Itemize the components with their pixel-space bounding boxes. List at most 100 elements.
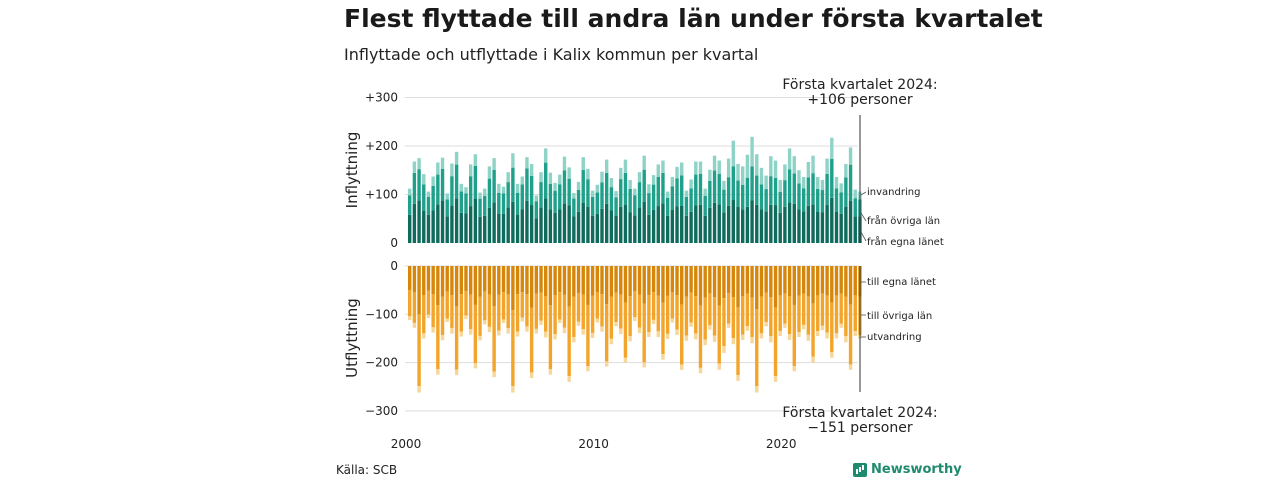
outflow-bar-other-counties — [426, 290, 431, 315]
outflow-bar-other-counties — [750, 297, 754, 338]
outflow-bar-emigration — [511, 386, 515, 393]
inflow-bar-other-counties — [769, 176, 773, 205]
inflow-bar-immigration — [792, 156, 796, 174]
inflow-bar-immigration — [567, 167, 571, 179]
inflow-bar-immigration — [703, 188, 707, 196]
outflow-bar-other-counties — [440, 296, 445, 336]
inflow-bar-own-county — [553, 212, 557, 243]
outflow-bar-emigration — [459, 331, 463, 337]
outflow-bar-own-county — [675, 266, 679, 296]
outflow-bar-emigration — [604, 361, 609, 367]
outflow-bar-emigration — [839, 323, 843, 328]
inflow-bar-immigration — [731, 140, 736, 167]
outflow-bar-other-counties — [595, 291, 599, 319]
outflow-bar-other-counties — [689, 292, 693, 323]
inflow-bar-other-counties — [708, 180, 712, 208]
outflow-bar-emigration — [792, 366, 796, 372]
outflow-bar-own-county — [797, 266, 801, 296]
outflow-bar-emigration — [417, 386, 421, 393]
outflow-bar-own-county — [722, 266, 726, 299]
outflow-bar-emigration — [581, 329, 585, 335]
outflow-bar-emigration — [562, 327, 567, 334]
outflow-bar-emigration — [614, 322, 618, 327]
inflow-bar-immigration — [787, 148, 792, 170]
inflow-bar-immigration — [614, 191, 618, 198]
inflow-bar-own-county — [590, 215, 595, 243]
outflow-bar-emigration — [534, 328, 539, 334]
inflow-bar-immigration — [844, 163, 848, 178]
outflow-bar-other-counties — [675, 295, 679, 330]
outflow-bar-emigration — [520, 317, 524, 322]
outflow-bar-own-county — [572, 266, 576, 297]
inflow-bar-immigration — [717, 160, 721, 174]
outflow-bar-own-county — [426, 266, 431, 291]
inflow-bar-own-county — [511, 201, 515, 243]
inflow-bar-immigration — [830, 137, 834, 159]
inflow-bar-immigration — [637, 172, 642, 183]
outflow-bar-emigration — [572, 336, 576, 343]
outflow-bar-own-county — [600, 266, 604, 295]
inflow-bar-other-counties — [572, 198, 576, 217]
outflow-bar-other-counties — [548, 305, 553, 370]
outflow-bar-own-county — [604, 266, 609, 305]
inflow-bar-immigration — [689, 179, 693, 189]
outflow-bar-emigration — [492, 371, 496, 378]
inflow-bar-own-county — [708, 207, 712, 243]
outflow-bar-emigration — [539, 320, 543, 325]
inflow-bar-own-county — [454, 198, 459, 243]
outflow-bar-own-county — [637, 266, 642, 295]
outflow-bar-own-county — [750, 266, 754, 298]
outflow-bar-other-counties — [492, 305, 496, 372]
inflow-bar-other-counties — [520, 184, 524, 210]
inflow-bar-other-counties — [848, 164, 853, 201]
inflow-bar-other-counties — [529, 175, 534, 206]
inflow-bar-own-county — [633, 215, 637, 243]
outflow-bar-own-county — [539, 266, 543, 293]
outflow-bar-other-counties — [633, 291, 637, 318]
outflow-bar-own-county — [581, 266, 585, 295]
inflow-bar-other-counties — [792, 173, 796, 204]
inflow-bar-own-county — [515, 214, 520, 243]
inflow-bar-immigration — [806, 162, 811, 178]
outflow-bar-other-counties — [576, 292, 581, 322]
outflow-bar-own-county — [590, 266, 595, 296]
outflow-bar-emigration — [731, 337, 736, 345]
outflow-bar-other-counties — [436, 305, 440, 370]
outflow-bar-other-counties — [497, 294, 501, 331]
label-fran-egna-lanet: från egna länet — [867, 235, 944, 248]
inflow-bar-immigration — [440, 157, 445, 169]
outflow-bar-own-county — [698, 266, 703, 306]
inflow-bar-immigration — [586, 168, 590, 180]
inflow-bar-immigration — [506, 172, 510, 183]
outflow-bar-own-county — [525, 266, 529, 295]
inflow-annotation-line1: Första kvartalet 2024: — [782, 77, 937, 93]
inflow-bar-immigration — [408, 188, 412, 196]
inflow-bar-own-county — [506, 207, 510, 243]
outflow-bar-own-county — [764, 266, 768, 293]
inflow-bar-other-counties — [726, 177, 731, 206]
inflow-bar-own-county — [675, 206, 679, 243]
outflow-bar-other-counties — [680, 304, 684, 365]
outflow-bar-own-county — [436, 266, 440, 306]
outflow-bar-other-counties — [581, 294, 585, 330]
inflow-bar-own-county — [811, 204, 815, 243]
inflow-bar-own-county — [440, 200, 445, 243]
outflow-bar-emigration — [651, 319, 656, 324]
outflow-bar-emigration — [623, 357, 628, 363]
inflow-bar-immigration — [619, 167, 623, 180]
inflow-bar-own-county — [844, 206, 848, 243]
outflow-bar-own-county — [619, 266, 623, 295]
inflow-bar-immigration — [595, 184, 599, 193]
outflow-bar-emigration — [764, 322, 768, 327]
outflow-bar-other-counties — [778, 295, 782, 332]
inflow-bar-own-county — [750, 200, 754, 243]
inflow-bar-other-counties — [661, 172, 665, 204]
inflow-bar-other-counties — [468, 176, 473, 207]
inflow-bar-other-counties — [830, 158, 834, 198]
outflow-bar-emigration — [473, 363, 478, 369]
inflow-bar-other-counties — [515, 192, 520, 215]
outflow-bar-own-county — [515, 266, 520, 295]
inflow-bar-other-counties — [689, 188, 693, 212]
outflow-bar-other-counties — [839, 293, 843, 324]
outflow-bar-own-county — [459, 266, 463, 295]
